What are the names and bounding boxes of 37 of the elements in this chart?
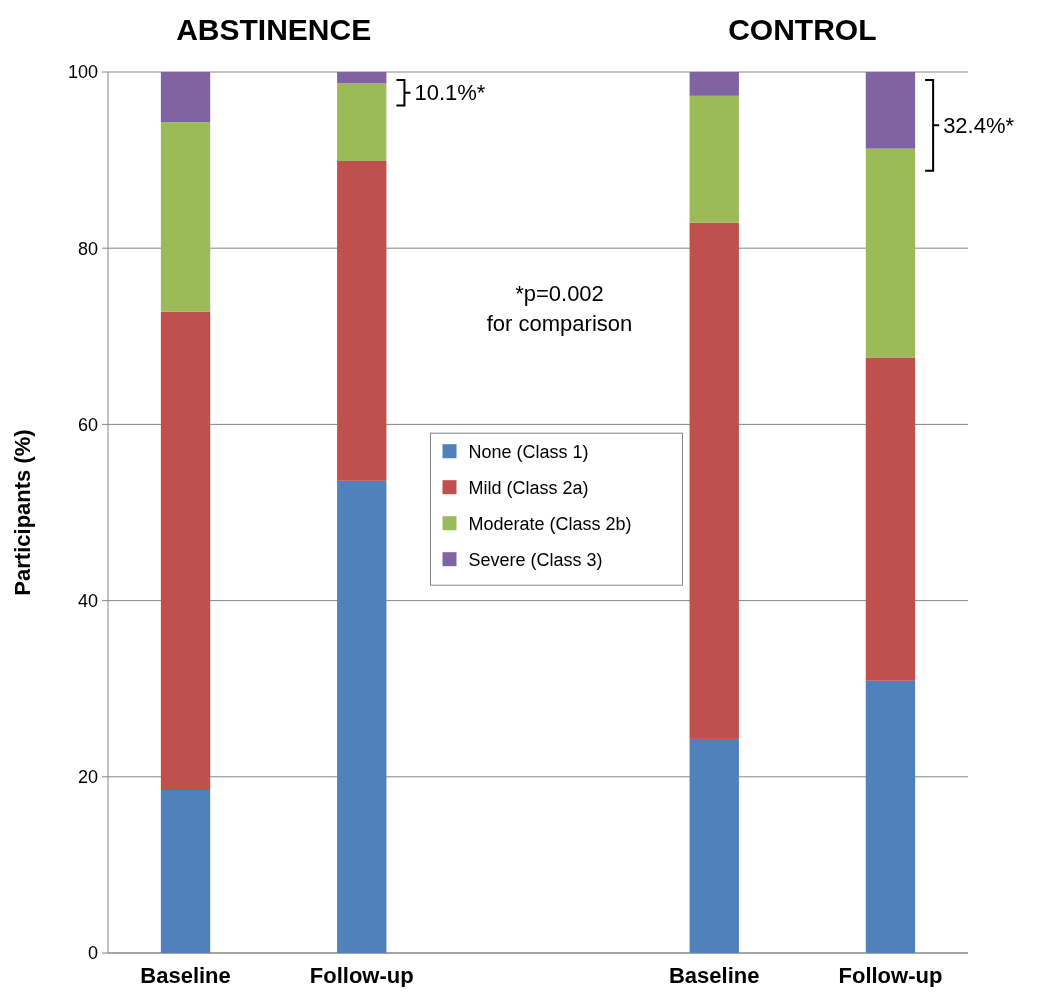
y-tick-label: 0 [87,943,98,964]
legend-label: None (Class 1) [468,441,589,462]
bar [865,357,916,681]
annotation: *p=0.002 [515,281,604,307]
annotation: 10.1%* [414,80,486,106]
annotation: for comparison [486,311,633,337]
bar [865,148,916,358]
bar [160,790,211,953]
bar [160,72,211,123]
bar [689,222,739,739]
bar [689,95,739,223]
y-tick-label: 80 [77,238,98,259]
bar [337,480,387,953]
bar [337,72,387,84]
x-tick-label: Baseline [140,963,231,988]
x-tick-label: Follow-up [309,963,414,988]
bar [689,72,739,96]
bar [865,680,916,953]
y-tick-label: 20 [77,767,98,788]
x-tick-label: Follow-up [838,963,943,988]
legend-label: Moderate (Class 2b) [468,513,632,534]
bar [865,72,916,149]
bar [337,83,387,161]
y-tick-label: 60 [77,414,98,435]
annotation: 32.4%* [943,113,1015,139]
bar [689,738,739,953]
bar [337,160,387,481]
text: CONTROL [728,13,877,46]
bar [160,311,211,791]
legend-label: Mild (Class 2a) [468,477,589,498]
bar [160,122,211,312]
y-tick-label: 100 [67,62,98,83]
y-tick-label: 40 [77,590,98,611]
legend-label: Severe (Class 3) [468,549,603,570]
y-axis-title: Participants (%) [10,429,35,596]
x-tick-label: Baseline [668,963,760,988]
text: ABSTINENCE [176,13,372,46]
